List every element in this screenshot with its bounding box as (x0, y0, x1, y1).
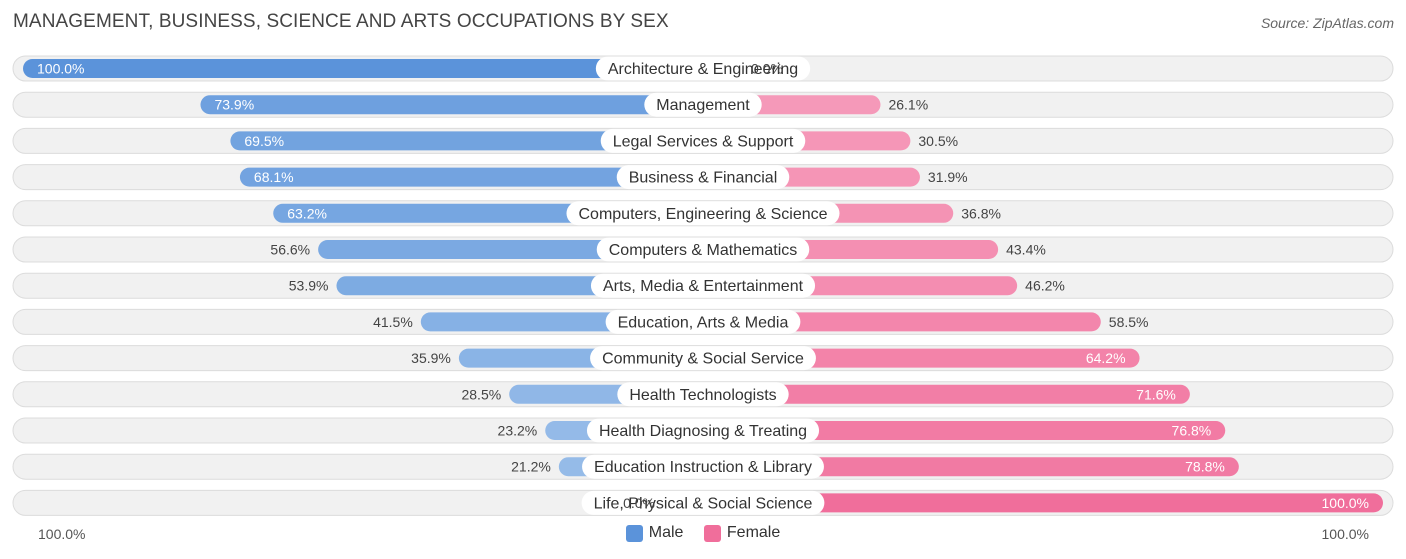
male-bar (23, 59, 703, 78)
female-value-label: 31.9% (928, 169, 968, 185)
female-bar (703, 493, 1383, 513)
male-value-label: 73.9% (214, 97, 254, 113)
category-label: Computers, Engineering & Science (578, 206, 827, 223)
category-pill (644, 92, 762, 117)
legend-label-male: Male (648, 524, 684, 541)
male-value-label: 23.2% (498, 423, 538, 439)
female-bar (703, 312, 1101, 332)
female-value-label: 71.6% (1136, 386, 1176, 402)
female-bar (703, 457, 1239, 477)
category-label: Community & Social Service (602, 351, 804, 368)
female-value-label: 36.8% (961, 205, 1001, 221)
axis-right-label: 100.0% (1321, 526, 1369, 542)
male-value-label: 68.1% (254, 169, 294, 185)
female-value-label: 78.8% (1185, 459, 1225, 475)
category-pill (595, 56, 811, 81)
male-value-label: 56.6% (270, 242, 310, 258)
female-value-label: 30.5% (918, 133, 958, 149)
female-value-label: 46.2% (1025, 278, 1065, 294)
female-value-label: 26.1% (888, 97, 928, 113)
category-pill (582, 454, 824, 479)
category-label: Life, Physical & Social Science (594, 495, 813, 512)
female-value-label: 100.0% (1322, 495, 1369, 511)
male-value-label: 63.2% (287, 205, 327, 221)
category-label: Education Instruction & Library (594, 459, 812, 476)
male-value-label: 21.2% (511, 459, 551, 475)
bar-row: Architecture & Engineering 100.0% 0.0% (12, 55, 1394, 82)
category-pill (566, 201, 840, 226)
category-pill (616, 165, 790, 190)
male-bar (239, 167, 704, 187)
category-pill (605, 309, 801, 334)
category-pill (590, 273, 816, 298)
legend-swatch-male (625, 524, 643, 542)
category-pill (617, 382, 789, 407)
category-label: Education, Arts & Media (618, 314, 789, 331)
category-pill (581, 490, 825, 515)
bar-row: Education Instruction & Library 21.2% 78.8… (12, 453, 1394, 480)
bar-row: Education, Arts & Media 41.5% 58.5% (12, 308, 1394, 335)
male-value-label: 28.5% (461, 386, 501, 402)
bar-row: Business & Financial 68.1% 31.9% (12, 164, 1394, 191)
bar-row: Management 73.9% 26.1% (12, 91, 1394, 118)
bar-row: Arts, Media & Entertainment 53.9% 46.2% (12, 272, 1394, 299)
category-pill (586, 418, 820, 443)
bar-row: Health Technologists 28.5% 71.6% (12, 381, 1394, 408)
bar-row: Computers & Mathematics 56.6% 43.4% (12, 236, 1394, 263)
female-value-label: 76.8% (1172, 423, 1212, 439)
male-bar (230, 131, 703, 151)
male-value-label: 35.9% (411, 350, 451, 366)
chart-area: Architecture & Engineering 100.0% 0.0% Mana… (12, 55, 1394, 516)
male-value-label: 53.9% (289, 278, 329, 294)
bar-row: Legal Services & Support 69.5% 30.5% (12, 127, 1394, 154)
bar-row: Computers, Engineering & Science 63.2% 36.… (12, 200, 1394, 227)
category-pill (600, 128, 806, 153)
category-label: Arts, Media & Entertainment (603, 278, 804, 295)
category-label: Health Technologists (629, 387, 776, 404)
legend: Male Female (0, 524, 1406, 547)
female-value-label: 58.5% (1109, 314, 1149, 330)
category-pill (596, 237, 810, 262)
category-pill (590, 346, 816, 371)
legend-item-male[interactable]: Male (625, 524, 684, 542)
legend-item-female[interactable]: Female (703, 524, 781, 542)
legend-swatch-female (703, 524, 721, 542)
category-label: Health Diagnosing & Treating (599, 423, 807, 440)
chart-title: MANAGEMENT, BUSINESS, SCIENCE AND ARTS O… (13, 11, 669, 32)
male-bar (200, 95, 704, 115)
female-value-label: 0.0% (751, 61, 783, 77)
bar-row: Community & Social Service 35.9% 64.2% (12, 345, 1394, 372)
male-value-label: 41.5% (373, 314, 413, 330)
legend-label-female: Female (726, 524, 781, 541)
male-value-label: 100.0% (37, 61, 84, 77)
category-label: Architecture & Engineering (608, 61, 798, 78)
category-label: Legal Services & Support (613, 133, 794, 150)
male-value-label: 69.5% (244, 133, 284, 149)
axis-left-label: 100.0% (38, 526, 86, 542)
female-bar (703, 384, 1190, 404)
source-credit: Source: ZipAtlas.com (1260, 15, 1394, 31)
bar-row: Health Diagnosing & Treating 23.2% 76.8% (12, 417, 1394, 444)
female-value-label: 43.4% (1006, 242, 1046, 258)
female-value-label: 64.2% (1086, 350, 1126, 366)
female-bar (703, 421, 1226, 440)
category-label: Business & Financial (629, 170, 778, 187)
male-value-label: 0.0% (623, 495, 655, 511)
category-label: Computers & Mathematics (609, 242, 798, 259)
category-label: Management (656, 97, 750, 114)
